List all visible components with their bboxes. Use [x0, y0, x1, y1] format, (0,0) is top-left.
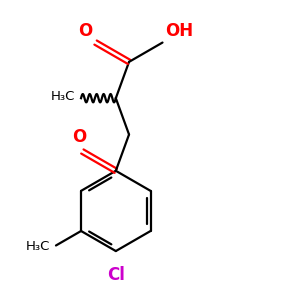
- Text: OH: OH: [166, 22, 194, 40]
- Text: H₃C: H₃C: [26, 241, 50, 254]
- Text: O: O: [72, 128, 86, 146]
- Text: H₃C: H₃C: [51, 90, 75, 103]
- Text: O: O: [78, 22, 93, 40]
- Text: Cl: Cl: [107, 266, 125, 284]
